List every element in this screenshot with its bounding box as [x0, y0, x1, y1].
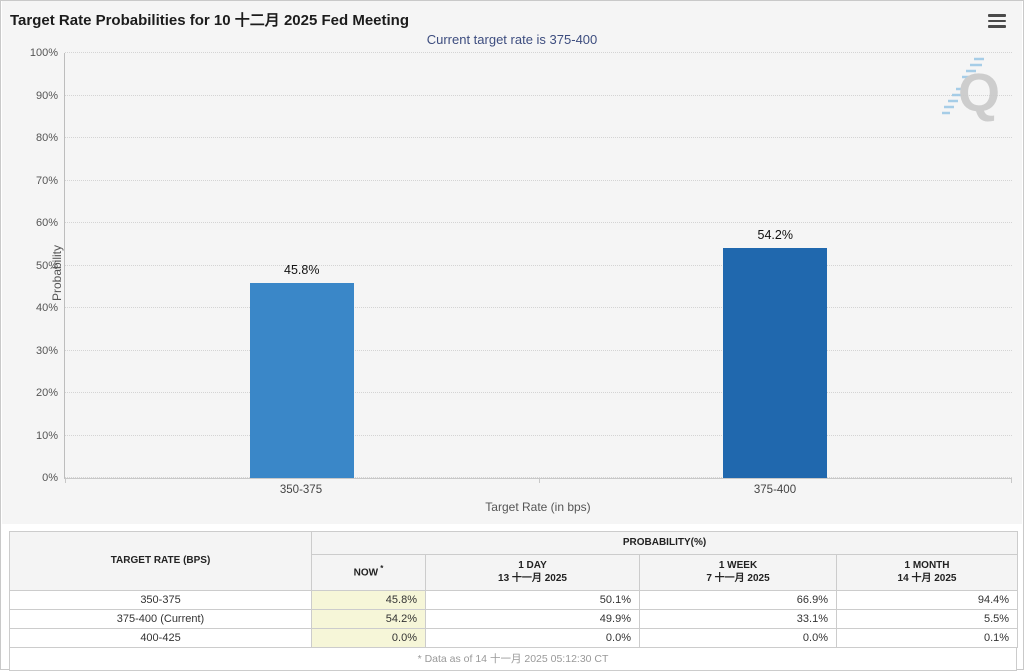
y-tick-label: 80% [35, 132, 58, 144]
x-axis-title: Target Rate (in bps) [485, 500, 591, 514]
y-tick-label: 90% [35, 89, 58, 102]
gridline: 40% [36, 302, 1012, 314]
cell-rate: 350-375 [9, 589, 312, 610]
y-tick-label: 20% [35, 387, 58, 399]
gridline: 30% [36, 345, 1012, 357]
gridline: 20% [36, 387, 1012, 399]
y-tick-label: 30% [35, 344, 58, 357]
gridline: 80% [36, 132, 1012, 144]
cell-day: 0.0% [425, 627, 640, 648]
hamburger-menu-icon[interactable] [988, 14, 1006, 28]
y-tick-label: 70% [35, 174, 58, 187]
x-category-label: 350-375 [279, 484, 323, 496]
cell-day: 50.1% [425, 589, 640, 610]
table-row: 400-425 0.0% 0.0% 0.0% 0.1% [9, 627, 1019, 648]
gridline: 100% [30, 47, 1012, 59]
x-axis-tick [65, 478, 66, 483]
probability-table: TARGET RATE (BPS) PROBABILITY(%) NOW * 1 … [9, 531, 1019, 648]
gridline: 0% [42, 472, 1012, 484]
bar-value-label: 45.8% [284, 263, 320, 278]
gridline: 50% [36, 260, 1012, 272]
col-subheader-now: NOW * [311, 553, 426, 591]
plot-area: Probability 0% 10% 20% 30% 40% 50% 60% 70% 80% 90… [30, 47, 1012, 484]
col-header-target-rate: TARGET RATE (BPS) [9, 531, 312, 591]
probability-table-section: TARGET RATE (BPS) PROBABILITY(%) NOW * 1 … [9, 531, 1019, 671]
table-row: 350-375 45.8% 50.1% 66.9% 94.4% [9, 589, 1019, 610]
cell-month: 94.4% [835, 589, 1019, 610]
y-tick-label: 40% [35, 302, 58, 314]
x-axis-tick [538, 478, 540, 483]
gridline: 10% [36, 430, 1012, 442]
x-axis-tick [1011, 478, 1012, 483]
cell-week: 0.0% [639, 627, 837, 648]
y-tick-label: 50% [35, 259, 58, 272]
cell-now: 45.8% [311, 589, 426, 610]
y-tick-label: 10% [35, 429, 58, 442]
col-subheader-1-day: 1 DAY 13 十一月 2025 [425, 553, 640, 591]
col-subheader-1-month: 1 MONTH 14 十月 2025 [835, 553, 1019, 591]
x-category-label: 375-400 [753, 484, 797, 496]
cell-month: 0.1% [835, 627, 1019, 648]
cell-month: 5.5% [835, 608, 1019, 629]
cell-week: 66.9% [639, 589, 837, 610]
quikstrike-watermark-icon: Q [942, 57, 1000, 123]
bar-350-375[interactable] [249, 283, 354, 478]
gridline: 60% [36, 217, 1012, 229]
bar-value-label: 54.2% [757, 227, 793, 242]
y-tick-label: 0% [42, 472, 58, 484]
data-asof-footnote: * Data as of 14 十一月 2025 05:12:30 CT [9, 647, 1017, 671]
table-row: 375-400 (Current) 54.2% 49.9% 33.1% 5.5% [9, 608, 1019, 629]
chart-title: Target Rate Probabilities for 10 十二月 202… [10, 12, 409, 29]
y-tick-label: 100% [29, 47, 58, 59]
gridline: 90% [36, 90, 1012, 102]
y-axis-title: Probability [50, 244, 65, 302]
cell-rate: 400-425 [9, 627, 312, 648]
chart-panel: Target Rate Probabilities for 10 十二月 202… [2, 1, 1022, 524]
y-tick-label: 60% [35, 217, 58, 229]
cell-now: 0.0% [311, 627, 426, 648]
col-group-header-probability: PROBABILITY(%) [310, 531, 1019, 555]
col-subheader-1-week: 1 WEEK 7 十一月 2025 [639, 553, 837, 591]
bar-375-400[interactable] [723, 247, 828, 478]
cell-now: 54.2% [311, 608, 426, 629]
chart-subtitle: Current target rate is 375-400 [426, 32, 598, 47]
cell-week: 33.1% [639, 608, 837, 629]
gridline: 70% [36, 175, 1012, 187]
cell-day: 49.9% [425, 608, 640, 629]
cell-rate: 375-400 (Current) [9, 608, 312, 629]
svg-text:Q: Q [958, 63, 1000, 123]
